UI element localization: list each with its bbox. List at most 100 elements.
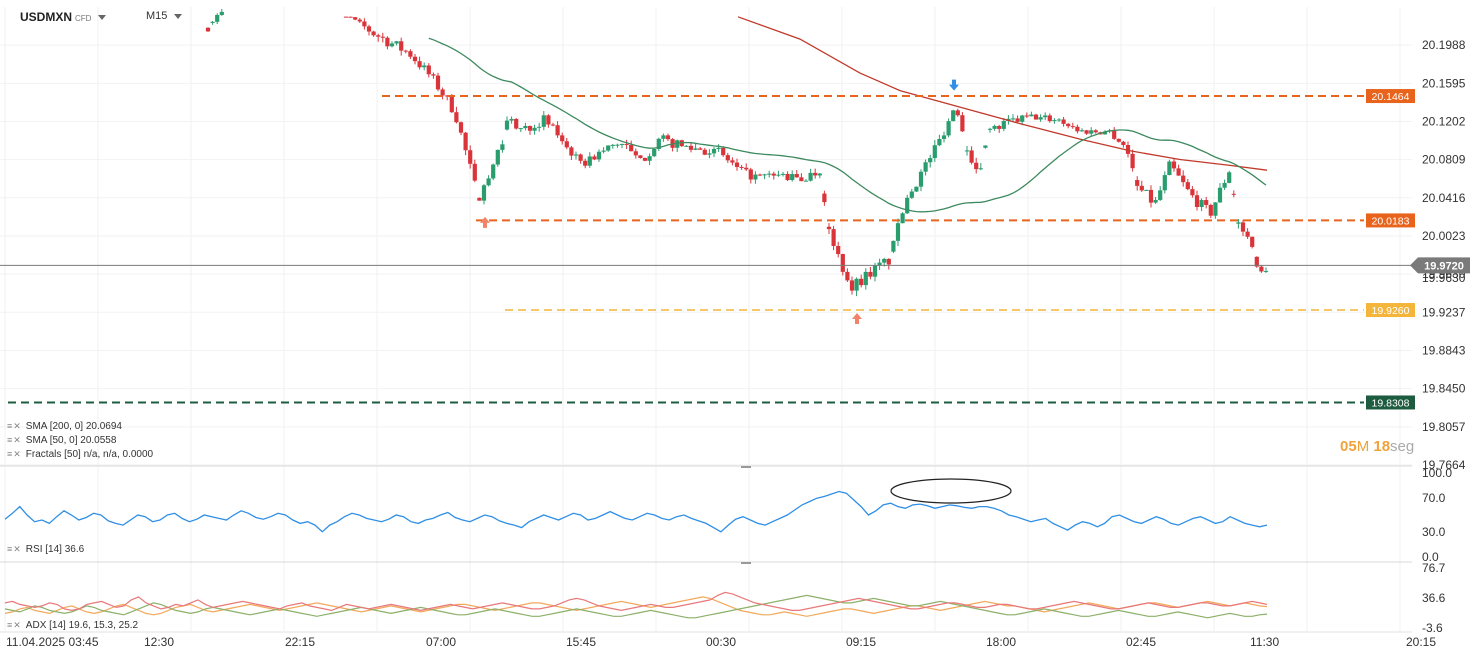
candle-bear bbox=[1061, 116, 1066, 127]
candle-bear bbox=[371, 30, 376, 37]
candle-bull bbox=[481, 184, 487, 205]
timeframe-selector[interactable]: M15 bbox=[146, 10, 183, 22]
candle-bull bbox=[684, 145, 689, 147]
candle-body bbox=[937, 138, 942, 146]
candle-bear bbox=[638, 155, 643, 159]
candle-bear bbox=[757, 173, 763, 177]
rsi-highlight-ellipse bbox=[890, 478, 1012, 504]
candle-body bbox=[734, 162, 740, 167]
candle-bear bbox=[205, 27, 211, 32]
indicator-menu-icon[interactable]: ≡✕ bbox=[7, 421, 22, 431]
candle-body bbox=[1052, 120, 1057, 122]
candle-body bbox=[615, 144, 620, 146]
legend-sma200[interactable]: ≡✕ SMA [200, 0] 20.0694 bbox=[7, 421, 122, 432]
candle-body bbox=[504, 120, 510, 130]
indicator-menu-icon[interactable]: ≡✕ bbox=[7, 544, 22, 554]
candle-bear bbox=[633, 148, 638, 159]
chevron-down-icon[interactable] bbox=[98, 15, 107, 21]
candle-bull bbox=[1056, 118, 1062, 122]
candle-bull bbox=[1213, 202, 1218, 219]
candle-body bbox=[403, 50, 408, 52]
candle-body bbox=[491, 164, 496, 179]
candle-bear bbox=[1250, 236, 1255, 249]
candle-bull bbox=[900, 212, 905, 224]
candle-body bbox=[941, 135, 947, 139]
candle-body bbox=[587, 156, 592, 166]
candle-body bbox=[877, 262, 882, 266]
y-tick-label: 20.1595 bbox=[1422, 76, 1466, 90]
candle-bear bbox=[1240, 219, 1246, 237]
candle-bear bbox=[1015, 115, 1020, 124]
candle-body bbox=[845, 271, 850, 281]
candle-body bbox=[1259, 266, 1264, 272]
candle-body bbox=[537, 126, 542, 128]
candle-body bbox=[836, 245, 841, 255]
candle-bear bbox=[1066, 122, 1071, 129]
y-tick-label: 19.9630 bbox=[1422, 271, 1466, 285]
current-price-label: 19.9720 bbox=[1424, 260, 1464, 272]
candle-body bbox=[688, 145, 694, 150]
candle-bear bbox=[840, 253, 845, 276]
candle-body bbox=[900, 213, 905, 224]
candle-body bbox=[366, 26, 372, 32]
indicator-menu-icon[interactable]: ≡✕ bbox=[7, 449, 22, 459]
candle-bull bbox=[509, 116, 514, 124]
candle-body bbox=[592, 156, 597, 160]
legend-fractals[interactable]: ≡✕ Fractals [50] n/a, n/a, 0.0000 bbox=[7, 449, 153, 460]
candle-bear bbox=[403, 49, 408, 54]
candle-bull bbox=[1020, 114, 1025, 126]
candle-bear bbox=[343, 16, 349, 18]
candle-body bbox=[454, 112, 459, 123]
adx-tick-label: 76.7 bbox=[1422, 561, 1446, 575]
candle-bear bbox=[1075, 124, 1080, 134]
candle-body bbox=[629, 144, 634, 152]
candle-bear bbox=[449, 94, 454, 113]
legend-adx[interactable]: ≡✕ ADX [14] 19.6, 15.3, 25.2 bbox=[7, 620, 138, 631]
candle-body bbox=[638, 155, 643, 159]
candle-bull bbox=[389, 41, 395, 48]
candle-body bbox=[583, 160, 588, 166]
rsi-tick-label: 0.0 bbox=[1422, 550, 1439, 564]
candle-bull bbox=[518, 127, 523, 133]
chevron-down-icon[interactable] bbox=[174, 13, 183, 19]
candle-bull bbox=[707, 149, 712, 159]
candle-body bbox=[550, 124, 556, 126]
adx-tick-label: -3.6 bbox=[1422, 621, 1443, 635]
candle-bull bbox=[978, 163, 983, 171]
candle-bull bbox=[1222, 179, 1227, 191]
level-tag-resistance-upper bbox=[1366, 89, 1415, 104]
candle-bear bbox=[1112, 127, 1117, 140]
candle-body bbox=[895, 223, 901, 241]
candles bbox=[205, 9, 1269, 297]
candle-body bbox=[1075, 126, 1080, 132]
legend-rsi[interactable]: ≡✕ RSI [14] 36.6 bbox=[7, 544, 84, 555]
candle-body bbox=[721, 147, 726, 156]
candle-bull bbox=[1038, 114, 1043, 122]
candle-bear bbox=[997, 124, 1002, 133]
symbol-selector[interactable]: USDMXN CFD bbox=[20, 10, 107, 24]
candle-body bbox=[353, 17, 358, 20]
indicator-menu-icon[interactable]: ≡✕ bbox=[7, 620, 22, 630]
candle-body bbox=[725, 155, 730, 161]
candle-body bbox=[983, 145, 988, 148]
candle-body bbox=[1176, 168, 1181, 176]
candle-body bbox=[1066, 123, 1071, 127]
candle-body bbox=[1199, 200, 1204, 208]
candle-bull bbox=[1217, 183, 1223, 203]
adx-di-plus-line bbox=[4, 594, 1268, 619]
legend-sma50[interactable]: ≡✕ SMA [50, 0] 20.0558 bbox=[7, 435, 116, 446]
candle-bear bbox=[665, 133, 671, 141]
candle-body bbox=[1139, 185, 1144, 191]
candle-bull bbox=[491, 163, 496, 181]
candle-bear bbox=[1125, 141, 1131, 158]
candle-bear bbox=[564, 137, 569, 150]
indicator-menu-icon[interactable]: ≡✕ bbox=[7, 435, 22, 445]
candle-body bbox=[859, 278, 864, 286]
candle-body bbox=[601, 150, 606, 152]
candle-body bbox=[1093, 130, 1098, 133]
candle-bear bbox=[1231, 190, 1236, 198]
candle-body bbox=[1020, 115, 1025, 122]
candle-bear bbox=[1139, 180, 1144, 192]
